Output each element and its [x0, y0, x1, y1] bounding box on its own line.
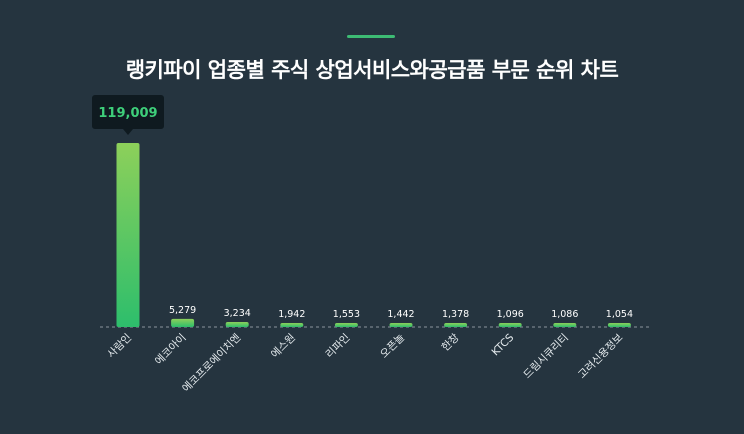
bar — [225, 321, 249, 327]
tooltip-value-label: 119,009 — [98, 106, 157, 121]
x-tick-label: 사람인 — [104, 331, 134, 361]
bar — [280, 323, 304, 327]
data-label: 3,234 — [224, 308, 251, 319]
x-tick-label: 에스원 — [269, 332, 298, 361]
x-tick-label: 한창 — [440, 331, 462, 353]
x-tick-label: 에코프로에이치엔 — [180, 332, 243, 395]
bar — [444, 323, 468, 327]
bar — [171, 318, 195, 327]
bar — [607, 323, 631, 327]
data-label: 1,553 — [333, 309, 360, 320]
tooltip-pointer — [123, 129, 133, 135]
data-label: 5,279 — [169, 305, 196, 316]
chart-title: 랭키파이 업종별 주식 상업서비스와공급품 부문 순위 차트 — [125, 58, 619, 82]
title-accent-line — [347, 35, 395, 38]
data-label: 1,096 — [497, 309, 524, 320]
data-label: 1,942 — [278, 309, 305, 320]
data-label: 1,442 — [387, 309, 414, 320]
x-tick-label: 리파인 — [324, 332, 353, 361]
bar — [498, 323, 522, 327]
x-tick-label: 고려신용정보 — [576, 331, 626, 381]
x-tick-label: 에코아이 — [153, 332, 189, 368]
x-tick-label: 오픈놀 — [378, 331, 407, 360]
data-label: 1,054 — [606, 309, 633, 320]
bar — [553, 323, 577, 327]
bar — [389, 323, 413, 327]
x-tick-label: KTCS — [490, 331, 517, 358]
tooltip-box — [92, 95, 164, 129]
x-tick-label: 드림시큐리티 — [521, 332, 570, 381]
data-label: 1,086 — [551, 309, 578, 320]
bar — [116, 143, 140, 327]
bar — [334, 323, 358, 327]
data-label: 1,378 — [442, 309, 469, 320]
